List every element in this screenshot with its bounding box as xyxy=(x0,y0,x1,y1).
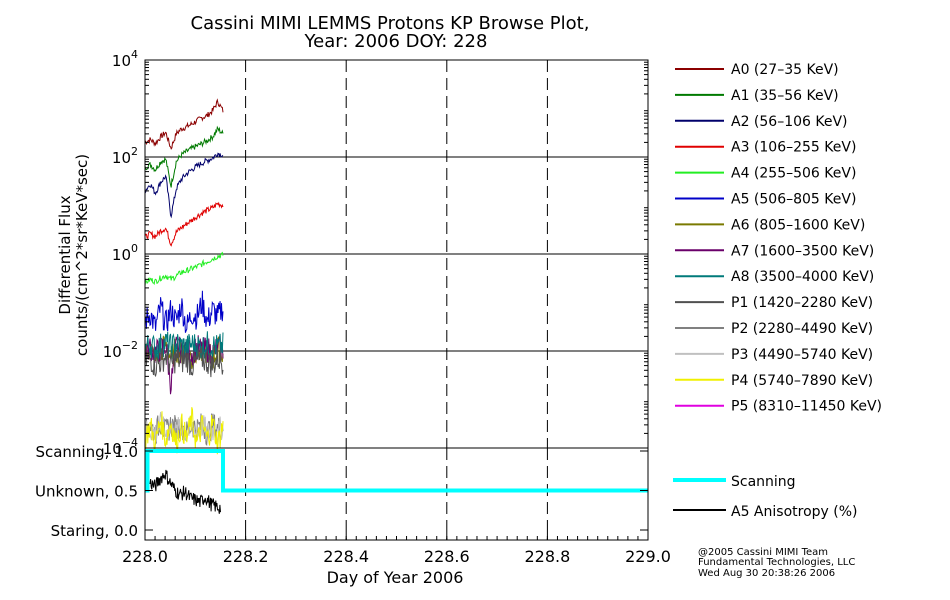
y-tick-label: 104 xyxy=(112,48,138,70)
y-tick-label-state: Scanning, 1.0 xyxy=(35,443,138,461)
bottom-panel-frame xyxy=(144,447,649,541)
legend-label: A3 (106–255 KeV) xyxy=(731,140,856,156)
anisotropy-line xyxy=(149,469,221,514)
chart-subtitle: Year: 2006 DOY: 228 xyxy=(304,31,488,52)
legend-label: P3 (4490–5740 KeV) xyxy=(731,347,873,363)
legend-label: A1 (35–56 KeV) xyxy=(731,88,839,104)
legend-label: A5 Anisotropy (%) xyxy=(731,504,858,520)
series-line xyxy=(144,407,224,455)
x-tick-label: 228.2 xyxy=(223,547,269,566)
top-panel-grid xyxy=(145,60,648,448)
top-y-ticks: 104 102 100 10−2 10−4 xyxy=(103,48,648,458)
y-tick-label-state: Staring, 0.0 xyxy=(51,522,138,540)
legend-label: A8 (3500–4000 KeV) xyxy=(731,269,874,285)
legend-label: P5 (8310–11450 KeV) xyxy=(731,399,882,415)
series-line xyxy=(144,152,224,219)
scanning-line xyxy=(145,449,648,493)
legend-label: P4 (5740–7890 KeV) xyxy=(731,373,873,389)
legend-label: A5 (506–805 KeV) xyxy=(731,192,856,208)
legend-label: Scanning xyxy=(731,474,796,490)
y-tick-label: 102 xyxy=(112,145,138,167)
flux-series xyxy=(144,98,224,455)
footer-timestamp: Wed Aug 30 20:38:26 2006 xyxy=(698,568,835,579)
x-tick-label: 228.8 xyxy=(524,547,570,566)
chart-title: Cassini MIMI LEMMS Protons KP Browse Plo… xyxy=(191,13,590,34)
x-ticks: 228.0 228.2 228.4 228.6 228.8 229.0 xyxy=(122,532,671,566)
series-line xyxy=(144,201,224,247)
y-axis-label: Differential Flux xyxy=(56,195,74,314)
x-tick-label: 228.6 xyxy=(424,547,470,566)
series-line xyxy=(144,98,224,150)
series-line xyxy=(144,125,224,188)
scanning-series xyxy=(145,449,648,514)
series-line xyxy=(144,251,224,287)
x-tick-label: 228.4 xyxy=(323,547,369,566)
y-axis-label-units: counts/(cm^2*sr*KeV*sec) xyxy=(73,154,91,356)
x-axis-label: Day of Year 2006 xyxy=(327,568,464,587)
footer-copyright: @2005 Cassini MIMI Team xyxy=(698,547,828,558)
footer-company: Fundamental Technologies, LLC xyxy=(698,557,855,568)
legend-label: A7 (1600–3500 KeV) xyxy=(731,243,874,259)
y-tick-label-state: Unknown, 0.5 xyxy=(35,483,138,501)
legend-label: A0 (27–35 KeV) xyxy=(731,62,839,78)
legend-label: P2 (2280–4490 KeV) xyxy=(731,321,873,337)
legend-label: A6 (805–1600 KeV) xyxy=(731,217,865,233)
y-tick-label: 10−4 xyxy=(103,436,138,458)
legend-label: P1 (1420–2280 KeV) xyxy=(731,295,873,311)
series-line xyxy=(144,290,224,333)
y-tick-label: 10−2 xyxy=(103,339,138,361)
y-tick-label: 100 xyxy=(112,242,138,264)
legend-label: A4 (255–506 KeV) xyxy=(731,166,856,182)
flux-legend: A0 (27–35 KeV) A1 (35–56 KeV) A2 (56–106 K… xyxy=(675,62,882,415)
legend-label: A2 (56–106 KeV) xyxy=(731,114,848,130)
bottom-y-ticks: Scanning, 1.0 Unknown, 0.5 Staring, 0.0 xyxy=(35,443,648,540)
series-line xyxy=(144,346,224,378)
x-tick-label: 229.0 xyxy=(625,547,671,566)
x-tick-label: 228.0 xyxy=(122,547,168,566)
scanning-legend: Scanning A5 Anisotropy (%) xyxy=(673,474,858,520)
bottom-panel-grid xyxy=(245,448,548,540)
